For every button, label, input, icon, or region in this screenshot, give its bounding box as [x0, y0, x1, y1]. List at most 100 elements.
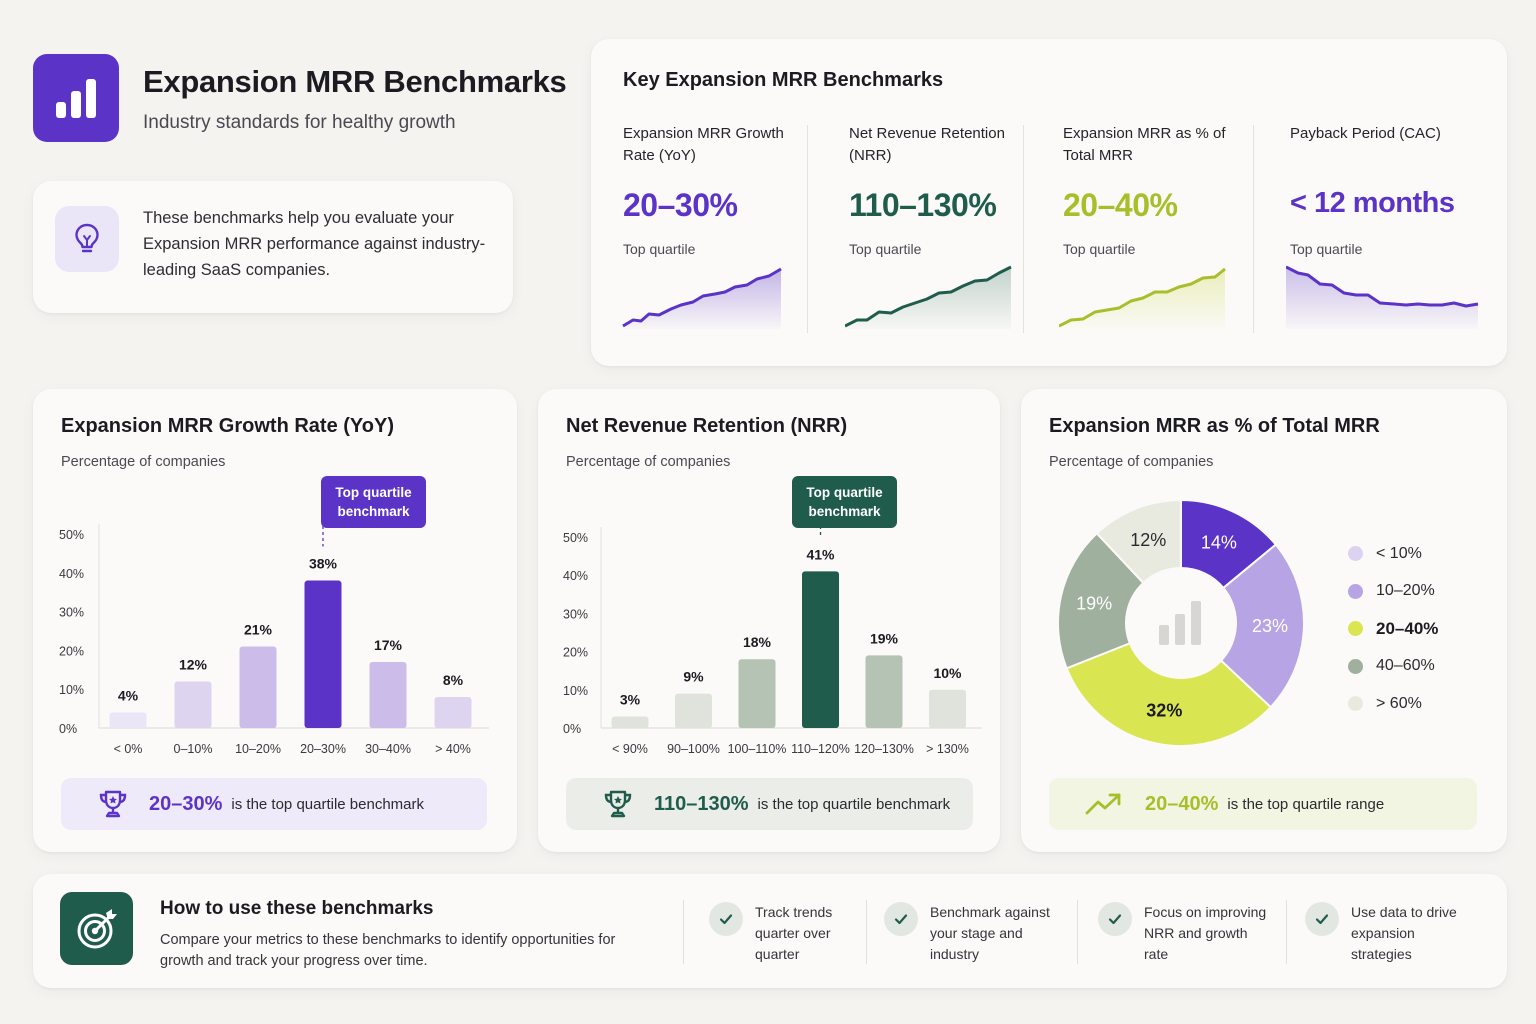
slice-label: 23% [1252, 616, 1288, 636]
kpi-value: < 12 months [1290, 187, 1455, 219]
kpi-label: Expansion MRR Growth Rate (YoY) [623, 125, 784, 164]
bar [929, 689, 966, 728]
tip-item: Benchmark against your stage and industr… [884, 902, 1064, 965]
legend-item: > 60% [1348, 685, 1438, 723]
kpi-label: Net Revenue Retention (NRR) [849, 125, 1005, 164]
growth-benchmark-banner: 20–30% is the top quartile benchmark [61, 778, 487, 830]
check-icon [1098, 902, 1132, 936]
how-to-card: How to use these benchmarks Compare your… [33, 874, 1507, 988]
kpi-label: Expansion MRR as % of Total MRR [1063, 125, 1226, 164]
sparkline-nrr [845, 265, 1012, 329]
lightbulb-icon [55, 206, 119, 272]
callout-line: Top quartile [335, 485, 412, 500]
trophy-icon [99, 790, 127, 818]
center-bar [1159, 625, 1169, 645]
sparkline-growth [622, 267, 782, 329]
kpi-growth-rate: Expansion MRR Growth Rate (YoY) 20–30% T… [622, 123, 793, 333]
x-tick-label: 30–40% [365, 742, 411, 756]
y-tick-label: 30% [563, 607, 588, 621]
bar-value-label: 18% [743, 634, 772, 650]
bar [109, 712, 147, 728]
banner-value: 20–40% [1145, 792, 1219, 815]
donut-slice [1095, 498, 1182, 585]
slice-label: 12% [1130, 530, 1166, 550]
legend-label: 20–40% [1376, 618, 1439, 638]
bar-value-label: 8% [443, 672, 464, 688]
tip-item: Use data to drive expansion strategies [1305, 902, 1485, 965]
target-icon [60, 892, 133, 965]
legend-swatch [1348, 696, 1363, 712]
divider [807, 125, 808, 333]
divider [1286, 900, 1287, 964]
y-tick-label: 0% [563, 722, 581, 736]
divider [866, 900, 867, 964]
chart-subtitle: Percentage of companies [61, 454, 226, 470]
legend-swatch [1348, 546, 1363, 562]
y-tick-label: 50% [59, 528, 84, 542]
bar [738, 659, 776, 728]
x-tick-label: 110–120% [791, 742, 850, 756]
tip-item: Focus on improving NRR and growth rate [1098, 902, 1278, 965]
bar [802, 571, 839, 728]
x-tick-label: 0–10% [174, 742, 213, 756]
bar-value-label: 17% [374, 637, 403, 653]
share-benchmark-banner: 20–40% is the top quartile range [1049, 778, 1477, 830]
trend-up-icon [1085, 793, 1121, 815]
pie-legend: < 10% 10–20% 20–40% 40–60% > 60% [1348, 535, 1438, 723]
callout-line: Top quartile [806, 485, 883, 500]
intro-card: These benchmarks help you evaluate your … [33, 181, 513, 313]
check-icon [709, 902, 743, 936]
chart-title: Expansion MRR as % of Total MRR [1049, 415, 1380, 437]
bar-value-label: 12% [179, 656, 208, 672]
bar-value-label: 9% [683, 669, 704, 685]
bar [239, 646, 277, 728]
bar-chart-icon [56, 79, 96, 118]
legend-label: 40–60% [1376, 657, 1435, 675]
kpi-payback: Payback Period (CAC) < 12 months Top qua… [1286, 123, 1479, 333]
check-icon [1305, 902, 1339, 936]
banner-text: is the top quartile benchmark [757, 795, 951, 813]
tip-text: Benchmark against your stage and industr… [930, 904, 1050, 962]
share-donut-chart: 14% 23% 32% 19% 12% [1057, 498, 1305, 747]
chart-subtitle: Percentage of companies [1049, 454, 1214, 470]
nrr-bar-chart: 0% 10% 20% 30% 40% 50% 3% < 90% 9% 90–100% 18% 100–… [563, 526, 982, 756]
legend-label: 10–20% [1376, 582, 1435, 600]
x-tick-label: > 40% [435, 742, 471, 756]
y-tick-label: 0% [59, 722, 77, 736]
legend-swatch [1348, 658, 1363, 674]
y-tick-label: 50% [563, 531, 588, 545]
y-tick-label: 40% [563, 569, 588, 583]
legend-label: > 60% [1376, 694, 1422, 712]
bar [434, 696, 472, 728]
y-tick-label: 10% [563, 684, 588, 698]
growth-chart-card: Expansion MRR Growth Rate (YoY) Percenta… [33, 389, 517, 852]
legend-label: < 10% [1376, 544, 1422, 562]
kpi-sub: Top quartile [849, 241, 922, 257]
callout-line: benchmark [808, 504, 881, 519]
x-tick-label: 20–30% [300, 742, 346, 756]
key-benchmarks-card: Key Expansion MRR Benchmarks Expansion M… [591, 39, 1507, 366]
banner-text: is the top quartile benchmark [231, 795, 425, 813]
check-icon [884, 902, 918, 936]
kpi-share: Expansion MRR as % of Total MRR 20–40% T… [1059, 123, 1233, 333]
kpi-sub: Top quartile [1063, 241, 1136, 257]
top-quartile-callout: Top quartile benchmark [321, 476, 426, 528]
bar [611, 716, 649, 728]
growth-bar-chart: 0% 10% 20% 30% 40% 50% 4% < 0% 12% 0–10% 21% 10–20%… [59, 524, 489, 756]
top-quartile-callout: Top quartile benchmark [792, 476, 897, 528]
chart-title: Net Revenue Retention (NRR) [566, 415, 848, 437]
share-chart-card: Expansion MRR as % of Total MRR Percenta… [1021, 389, 1507, 852]
divider [1023, 125, 1024, 333]
legend-item: 20–40% [1348, 610, 1438, 648]
legend-item: 10–20% [1348, 573, 1438, 611]
trophy-icon [604, 790, 632, 818]
slice-label: 19% [1076, 594, 1112, 614]
center-bar [1175, 614, 1185, 645]
kpi-value: 20–40% [1063, 187, 1178, 223]
kpi-value: 20–30% [623, 187, 738, 223]
donut-slice [1219, 543, 1305, 709]
x-tick-label: > 130% [926, 742, 969, 756]
slice-label: 32% [1146, 700, 1182, 720]
legend-swatch [1348, 583, 1363, 599]
app-logo [33, 54, 119, 142]
